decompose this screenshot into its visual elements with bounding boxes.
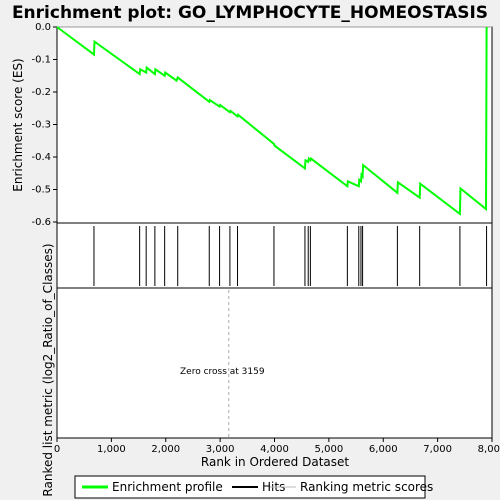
y-tick-label: -0.3 bbox=[31, 120, 51, 131]
y-tick-label: -0.1 bbox=[31, 55, 51, 66]
x-tick-label: 8,000 bbox=[478, 444, 500, 455]
x-axis-label: Rank in Ordered Dataset bbox=[201, 455, 349, 469]
y-axis-label-bottom: Ranked list metric (log2_Ratio_of_Classe… bbox=[41, 243, 55, 496]
x-tick-label: 4,000 bbox=[260, 444, 289, 455]
y-axis-label-top: Enrichment score (ES) bbox=[11, 58, 25, 191]
y-tick-label: -0.6 bbox=[31, 217, 51, 228]
enrichment-profile-line bbox=[56, 26, 488, 216]
chart-title: Enrichment plot: GO_LYMPHOCYTE_HOMEOSTAS… bbox=[12, 3, 488, 23]
hits-panel bbox=[56, 222, 493, 289]
x-axis: 0 1,000 2,000 3,000 4,000 5,000 6,000 7,000 8,00… bbox=[54, 438, 500, 455]
es-y-axis: 0.0 -0.1 -0.2 -0.3 -0.4 -0.5 -0.6 bbox=[31, 22, 57, 228]
x-tick-label: 3,000 bbox=[206, 444, 235, 455]
legend-profile-label: Enrichment profile bbox=[112, 480, 223, 494]
x-tick-label: 7,000 bbox=[423, 444, 452, 455]
es-panel bbox=[56, 26, 493, 224]
y-tick-label: -0.2 bbox=[31, 87, 51, 98]
y-tick-label: -0.4 bbox=[31, 152, 51, 163]
y-tick-label: 0.0 bbox=[35, 22, 51, 33]
x-tick-label: 0 bbox=[54, 444, 60, 455]
x-tick-label: 6,000 bbox=[369, 444, 398, 455]
x-tick-label: 2,000 bbox=[151, 444, 180, 455]
legend-metric-label: Ranking metric scores bbox=[300, 480, 433, 494]
metric-panel bbox=[56, 287, 493, 439]
hits-group bbox=[93, 226, 488, 286]
y-tick-label: -0.5 bbox=[31, 185, 51, 196]
x-tick-label: 5,000 bbox=[315, 444, 344, 455]
zero-cross-annotation: Zero cross at 3159 bbox=[180, 367, 265, 377]
x-tick-label: 1,000 bbox=[97, 444, 126, 455]
